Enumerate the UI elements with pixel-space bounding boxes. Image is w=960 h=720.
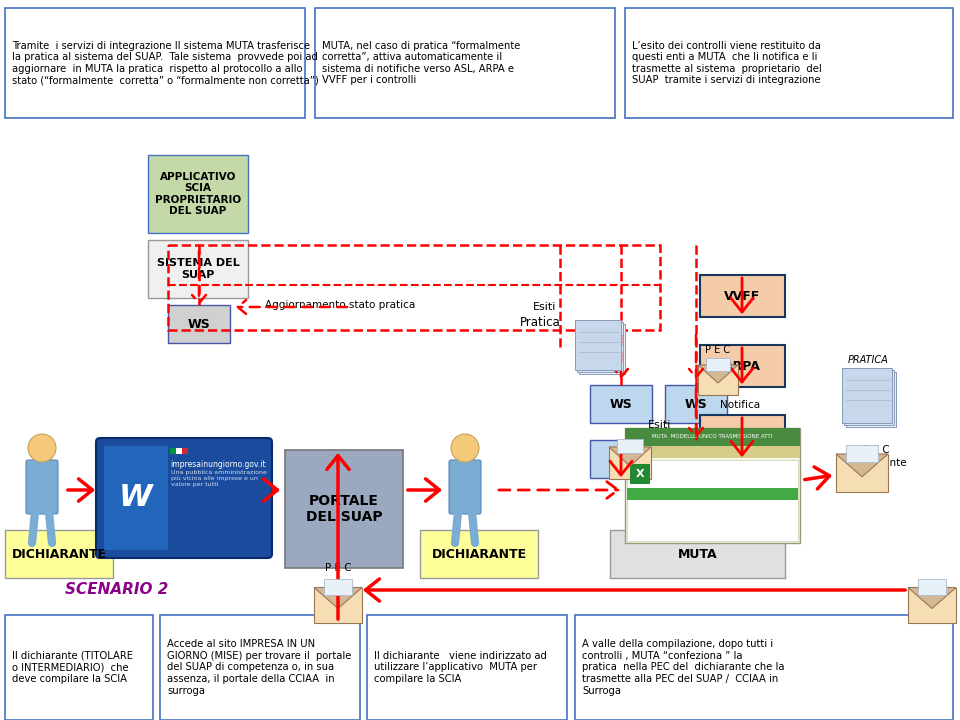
FancyBboxPatch shape	[590, 440, 652, 478]
Text: impresainungiorno.gov.it: impresainungiorno.gov.it	[171, 460, 266, 469]
FancyBboxPatch shape	[160, 615, 360, 720]
FancyBboxPatch shape	[148, 155, 248, 233]
Text: Tramite  i servizi di integrazione Il sistema MUTA trasferisce
la pratica al sis: Tramite i servizi di integrazione Il sis…	[12, 40, 319, 86]
FancyBboxPatch shape	[579, 324, 625, 374]
FancyBboxPatch shape	[590, 385, 652, 423]
FancyBboxPatch shape	[836, 454, 888, 492]
Text: Pratica: Pratica	[519, 317, 561, 330]
FancyBboxPatch shape	[96, 438, 272, 558]
Text: SCENARIO 2: SCENARIO 2	[65, 582, 168, 598]
Text: APPLICATIVO
SCIA
PROPRIETARIO
DEL SUAP: APPLICATIVO SCIA PROPRIETARIO DEL SUAP	[155, 171, 241, 217]
FancyBboxPatch shape	[700, 275, 785, 317]
Circle shape	[28, 434, 56, 462]
Polygon shape	[609, 447, 651, 467]
Text: X: X	[636, 469, 644, 479]
Text: Aggiornamento stato pratica: Aggiornamento stato pratica	[265, 300, 415, 310]
FancyBboxPatch shape	[627, 460, 798, 541]
Text: ASL: ASL	[730, 430, 756, 443]
Text: P E C: P E C	[863, 445, 889, 455]
FancyBboxPatch shape	[625, 446, 800, 458]
FancyBboxPatch shape	[630, 464, 650, 484]
FancyBboxPatch shape	[698, 365, 738, 395]
Text: Dichiarante: Dichiarante	[846, 458, 906, 468]
FancyBboxPatch shape	[367, 615, 567, 720]
Text: Il dichiarante   viene indirizzato ad
utilizzare l’applicativo  MUTA per
compila: Il dichiarante viene indirizzato ad util…	[374, 651, 547, 684]
Text: P E C: P E C	[706, 345, 731, 355]
FancyBboxPatch shape	[842, 367, 892, 423]
FancyBboxPatch shape	[700, 415, 785, 457]
FancyBboxPatch shape	[324, 579, 352, 595]
Text: Accede al sito IMPRESA IN UN
GIORNO (MISE) per trovare il  portale
del SUAP di c: Accede al sito IMPRESA IN UN GIORNO (MIS…	[167, 639, 351, 696]
Text: WS: WS	[610, 452, 633, 466]
Text: Una pubblica amministrazione
più vicina alle imprese e un
valore per tutti: Una pubblica amministrazione più vicina …	[171, 470, 267, 487]
FancyBboxPatch shape	[181, 448, 188, 454]
Circle shape	[451, 434, 479, 462]
Text: DICHIARANTE: DICHIARANTE	[12, 547, 107, 560]
Text: Il dichiarante (TITOLARE
o INTERMEDIARIO)  che
deve compilare la SCIA: Il dichiarante (TITOLARE o INTERMEDIARIO…	[12, 651, 133, 684]
Polygon shape	[908, 588, 956, 608]
Text: MUTA: MUTA	[678, 547, 717, 560]
Text: WS: WS	[684, 397, 708, 410]
Text: P E C: P E C	[324, 563, 351, 573]
FancyBboxPatch shape	[148, 240, 248, 298]
Text: A valle della compilazione, dopo tutti i
controlli , MUTA “confeziona ” la
prati: A valle della compilazione, dopo tutti i…	[582, 639, 784, 696]
FancyBboxPatch shape	[577, 322, 623, 372]
FancyBboxPatch shape	[625, 428, 800, 446]
Text: PORTALE
DEL SUAP: PORTALE DEL SUAP	[305, 494, 382, 524]
Polygon shape	[698, 365, 738, 383]
Text: Notifica: Notifica	[720, 400, 760, 410]
FancyBboxPatch shape	[706, 358, 730, 371]
FancyBboxPatch shape	[625, 428, 800, 543]
FancyBboxPatch shape	[5, 530, 113, 578]
FancyBboxPatch shape	[420, 530, 538, 578]
FancyBboxPatch shape	[575, 615, 953, 720]
FancyBboxPatch shape	[449, 460, 481, 514]
Text: ARPA: ARPA	[724, 359, 761, 372]
FancyBboxPatch shape	[285, 450, 403, 568]
FancyBboxPatch shape	[844, 369, 894, 425]
FancyBboxPatch shape	[627, 488, 798, 500]
Polygon shape	[836, 454, 888, 477]
FancyBboxPatch shape	[609, 447, 651, 479]
Text: Esiti: Esiti	[534, 302, 557, 312]
Text: PRATICA: PRATICA	[579, 367, 617, 377]
Text: PRATICA: PRATICA	[848, 355, 888, 365]
Text: L’esito dei controlli viene restituito da
questi enti a MUTA  che li notifica e : L’esito dei controlli viene restituito d…	[632, 40, 822, 86]
FancyBboxPatch shape	[625, 8, 953, 118]
Text: Esiti: Esiti	[648, 420, 672, 430]
FancyBboxPatch shape	[315, 8, 615, 118]
FancyBboxPatch shape	[665, 385, 727, 423]
FancyBboxPatch shape	[700, 345, 785, 387]
FancyBboxPatch shape	[26, 460, 58, 514]
FancyBboxPatch shape	[847, 444, 877, 462]
Text: WS: WS	[610, 397, 633, 410]
Text: SISTEMA DEL
SUAP: SISTEMA DEL SUAP	[156, 258, 239, 280]
FancyBboxPatch shape	[918, 579, 947, 595]
Text: DICHIARANTE: DICHIARANTE	[431, 547, 527, 560]
FancyBboxPatch shape	[846, 372, 896, 426]
FancyBboxPatch shape	[176, 448, 181, 454]
FancyBboxPatch shape	[5, 615, 153, 720]
FancyBboxPatch shape	[575, 320, 621, 370]
FancyBboxPatch shape	[314, 588, 362, 623]
Text: W: W	[119, 484, 153, 513]
FancyBboxPatch shape	[617, 439, 642, 454]
FancyBboxPatch shape	[5, 8, 305, 118]
FancyBboxPatch shape	[908, 588, 956, 623]
FancyBboxPatch shape	[170, 448, 176, 454]
FancyBboxPatch shape	[104, 446, 168, 550]
Polygon shape	[314, 588, 362, 608]
FancyBboxPatch shape	[168, 305, 230, 343]
Text: MUTA, nel caso di pratica “formalmente
corretta”, attiva automaticamente il
sist: MUTA, nel caso di pratica “formalmente c…	[322, 40, 520, 86]
FancyBboxPatch shape	[610, 530, 785, 578]
Text: WS: WS	[187, 318, 210, 330]
Text: MUTA  MODELLO UNICO TRASMISSIONE ATTI: MUTA MODELLO UNICO TRASMISSIONE ATTI	[653, 434, 773, 439]
Text: VVFF: VVFF	[725, 289, 760, 302]
